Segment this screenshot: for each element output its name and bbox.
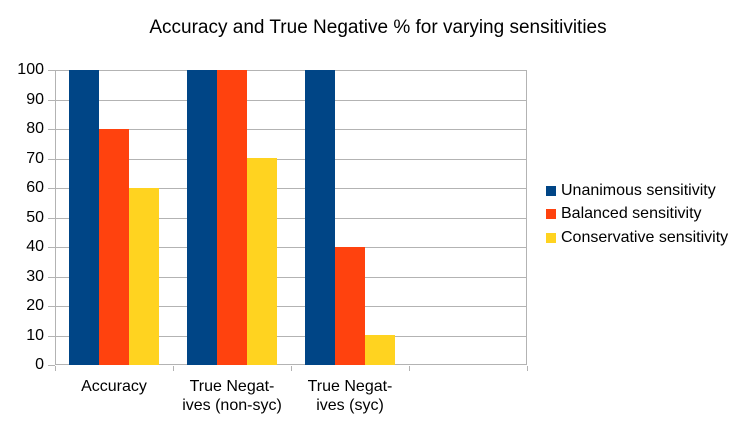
y-axis-tick [48, 70, 55, 71]
y-axis-label: 90 [26, 91, 44, 108]
y-axis-label: 50 [26, 209, 44, 226]
legend-swatch-icon [546, 186, 556, 196]
y-axis-tick [48, 365, 55, 366]
y-axis-tick [48, 277, 55, 278]
y-axis-tick [48, 247, 55, 248]
y-axis-tick [48, 336, 55, 337]
y-axis-label: 100 [17, 61, 44, 78]
y-axis-label: 70 [26, 150, 44, 167]
x-axis-tick [291, 366, 292, 371]
legend-label: Balanced sensitivity [561, 205, 702, 222]
legend-label: Conservative sensitivity [561, 229, 729, 246]
x-axis-label: Accuracy [81, 378, 147, 395]
x-axis-tick [55, 366, 56, 371]
legend-swatch-icon [546, 209, 556, 219]
bar-unanimous-sensitivity-cat2 [305, 70, 335, 365]
x-axis-tick [527, 366, 528, 371]
y-axis-label: 0 [35, 356, 44, 373]
y-axis-line [55, 70, 56, 365]
bar-balanced-sensitivity-cat2 [335, 247, 365, 365]
plot-area [55, 70, 527, 365]
plot-border-right [526, 70, 527, 365]
y-axis-tick [48, 100, 55, 101]
bar-unanimous-sensitivity-cat1 [187, 70, 217, 365]
x-axis-line [55, 364, 527, 365]
y-axis-label: 30 [26, 268, 44, 285]
gridline [55, 336, 527, 337]
y-axis-tick [48, 218, 55, 219]
chart-title: Accuracy and True Negative % for varying… [149, 17, 607, 38]
bar-conservative-sensitivity-cat0 [129, 188, 159, 365]
y-axis-tick [48, 188, 55, 189]
y-axis-label: 10 [26, 327, 44, 344]
y-axis-label: 80 [26, 120, 44, 137]
x-axis-label: True Negat- ives (syc) [307, 378, 393, 414]
bar-conservative-sensitivity-cat2 [365, 335, 395, 365]
gridline [55, 159, 527, 160]
gridline [55, 188, 527, 189]
legend-label: Unanimous sensitivity [561, 182, 716, 199]
gridline [55, 247, 527, 248]
bar-conservative-sensitivity-cat1 [247, 158, 277, 365]
legend-swatch-icon [546, 233, 556, 243]
y-axis-label: 60 [26, 179, 44, 196]
legend-item: Unanimous sensitivity [546, 181, 716, 201]
x-axis-tick [409, 366, 410, 371]
plot-border-top [55, 70, 527, 71]
bar-balanced-sensitivity-cat0 [99, 129, 129, 365]
y-axis-tick [48, 306, 55, 307]
y-axis-tick [48, 159, 55, 160]
y-axis-label: 40 [26, 238, 44, 255]
x-axis-tick [173, 366, 174, 371]
bar-unanimous-sensitivity-cat0 [69, 70, 99, 365]
legend-item: Balanced sensitivity [546, 204, 702, 224]
gridline [55, 277, 527, 278]
gridline [55, 100, 527, 101]
y-axis-tick [48, 129, 55, 130]
bar-balanced-sensitivity-cat1 [217, 70, 247, 365]
legend-item: Conservative sensitivity [546, 228, 728, 248]
gridline [55, 218, 527, 219]
gridline [55, 306, 527, 307]
x-axis-label: True Negat- ives (non-syc) [182, 378, 282, 414]
gridline [55, 129, 527, 130]
y-axis-label: 20 [26, 297, 44, 314]
